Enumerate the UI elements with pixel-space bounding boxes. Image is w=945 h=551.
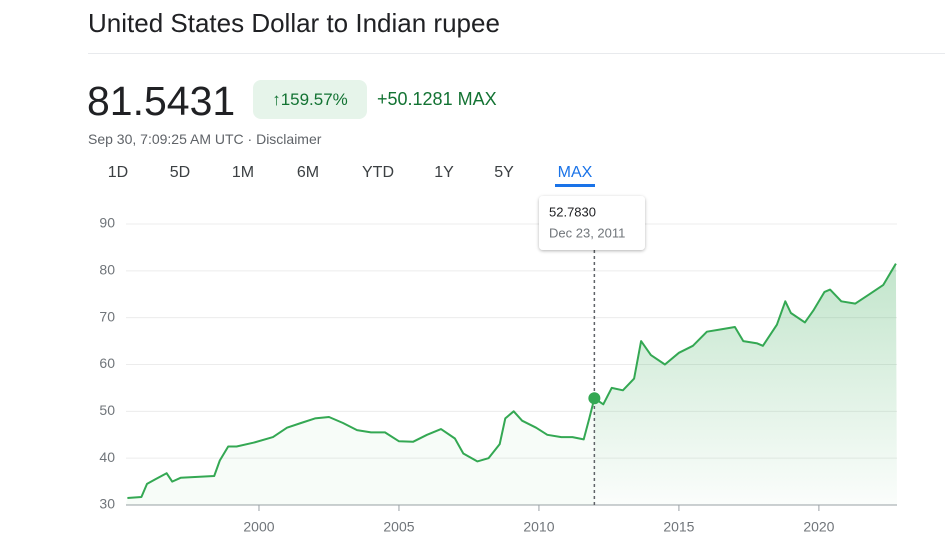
- price: 81.5431: [87, 78, 236, 124]
- range-tab[interactable]: 1M: [231, 164, 255, 181]
- title: United States Dollar to Indian rupee: [88, 8, 500, 38]
- range-tab[interactable]: 5D: [169, 164, 191, 181]
- x-tick-label: 2000: [243, 519, 274, 535]
- timestamp: Sep 30, 7:09:25 AM UTC · Disclaimer: [88, 131, 322, 147]
- hover-point: [588, 392, 601, 405]
- divider: [88, 53, 945, 54]
- price-line: [127, 263, 897, 499]
- y-tick-label: 60: [99, 355, 115, 371]
- tooltip-box: [539, 196, 645, 250]
- change-chip: ↑159.57%: [253, 80, 367, 119]
- tooltip-value: 52.7830: [549, 204, 596, 219]
- range-tab[interactable]: 5Y: [494, 164, 514, 181]
- up-arrow: ↑: [272, 90, 281, 109]
- x-tick-label: 2005: [383, 519, 414, 535]
- range-tab[interactable]: 1D: [107, 164, 129, 181]
- area-fill-muted: [126, 398, 595, 505]
- area-fill: [594, 263, 897, 505]
- y-tick-label: 90: [99, 215, 115, 231]
- x-tick-label: 2015: [663, 519, 694, 535]
- tooltip-date: Dec 23, 2011: [549, 225, 625, 240]
- y-tick-label: 80: [99, 262, 115, 278]
- y-tick-label: 70: [99, 308, 115, 324]
- x-tick-label: 2010: [523, 519, 554, 535]
- y-tick-label: 30: [99, 496, 115, 512]
- change-absolute: +50.1281 MAX: [377, 89, 497, 109]
- range-tab[interactable]: YTD: [362, 164, 394, 181]
- tab-underline: [555, 184, 595, 187]
- range-tab[interactable]: MAX: [557, 164, 593, 181]
- y-tick-label: 40: [99, 449, 115, 465]
- range-tab[interactable]: 6M: [296, 164, 320, 181]
- y-tick-label: 50: [99, 402, 115, 418]
- range-tab[interactable]: 1Y: [434, 164, 454, 181]
- x-tick-label: 2020: [803, 519, 834, 535]
- change-percent: 159.57%: [280, 90, 348, 109]
